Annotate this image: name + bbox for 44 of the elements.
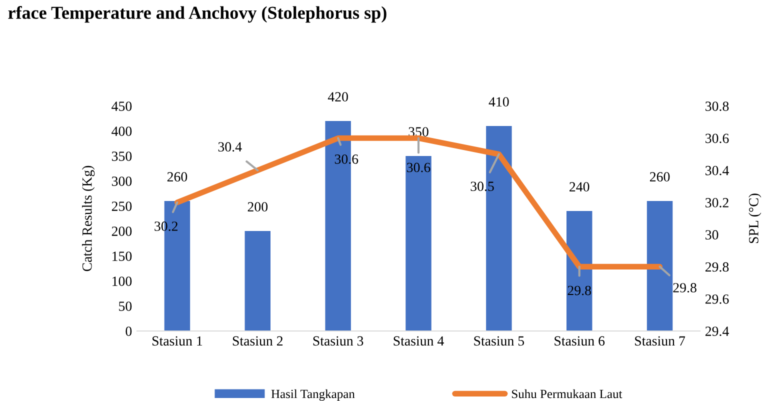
bar: [244, 231, 271, 331]
y2-tick-label: 29.4: [705, 326, 729, 336]
x-tick-label: Stasiun 5: [474, 336, 524, 346]
y2-axis-title: SPL (°C): [748, 194, 762, 244]
y-tick-label: 150: [112, 252, 132, 261]
y2-tick-label: 30.6: [706, 134, 729, 144]
x-tick-label: Stasiun 6: [554, 336, 605, 346]
y2-tick-label: 30.2: [706, 198, 728, 208]
data-label: 420: [328, 92, 348, 102]
data-label: 30.6: [407, 162, 430, 172]
x-tick-label: Stasiun 1: [152, 336, 202, 346]
bar: [406, 156, 432, 331]
data-label: 410: [488, 97, 509, 107]
bar: [646, 201, 673, 331]
data-label: 29.8: [568, 286, 591, 296]
chart-title: rface Temperature and Anchovy (Stolephorus sp): [8, 6, 386, 23]
y-tick-label: 400: [112, 126, 132, 136]
data-label: 260: [650, 172, 670, 182]
y-tick-label: 50: [119, 302, 132, 311]
y-tick-label: 450: [112, 102, 132, 111]
bar: [566, 211, 592, 331]
y-tick-label: 250: [112, 202, 132, 211]
y2-tick-label: 30.8: [706, 102, 729, 112]
y-tick-label: 200: [112, 226, 132, 236]
data-label: 30.4: [218, 142, 242, 152]
data-label: 260: [167, 172, 188, 182]
y-tick-label: 300: [112, 176, 132, 186]
legend-label: Suhu Permukaan Laut: [512, 389, 622, 398]
y-tick-label: 100: [112, 276, 132, 286]
y-tick-label: 0: [126, 326, 132, 336]
y-axis-title: Catch Results (Kg): [82, 166, 95, 272]
y2-tick-label: 30.4: [706, 166, 729, 176]
x-tick-label: Stasiun 7: [635, 336, 686, 346]
legend-label: Hasil Tangkapan: [271, 389, 355, 401]
x-tick-label: Stasiun 3: [313, 336, 364, 346]
data-label: 29.8: [673, 283, 696, 292]
y-tick-label: 350: [112, 152, 132, 161]
data-label: 240: [570, 182, 590, 192]
data-label: 200: [248, 202, 268, 212]
y2-tick-label: 29.6: [705, 294, 729, 304]
x-tick-label: Stasiun 2: [232, 336, 283, 346]
y2-tick-label: 29.8: [705, 262, 729, 272]
y2-tick-label: 30: [706, 230, 718, 240]
x-tick-label: Stasiun 4: [394, 336, 444, 346]
